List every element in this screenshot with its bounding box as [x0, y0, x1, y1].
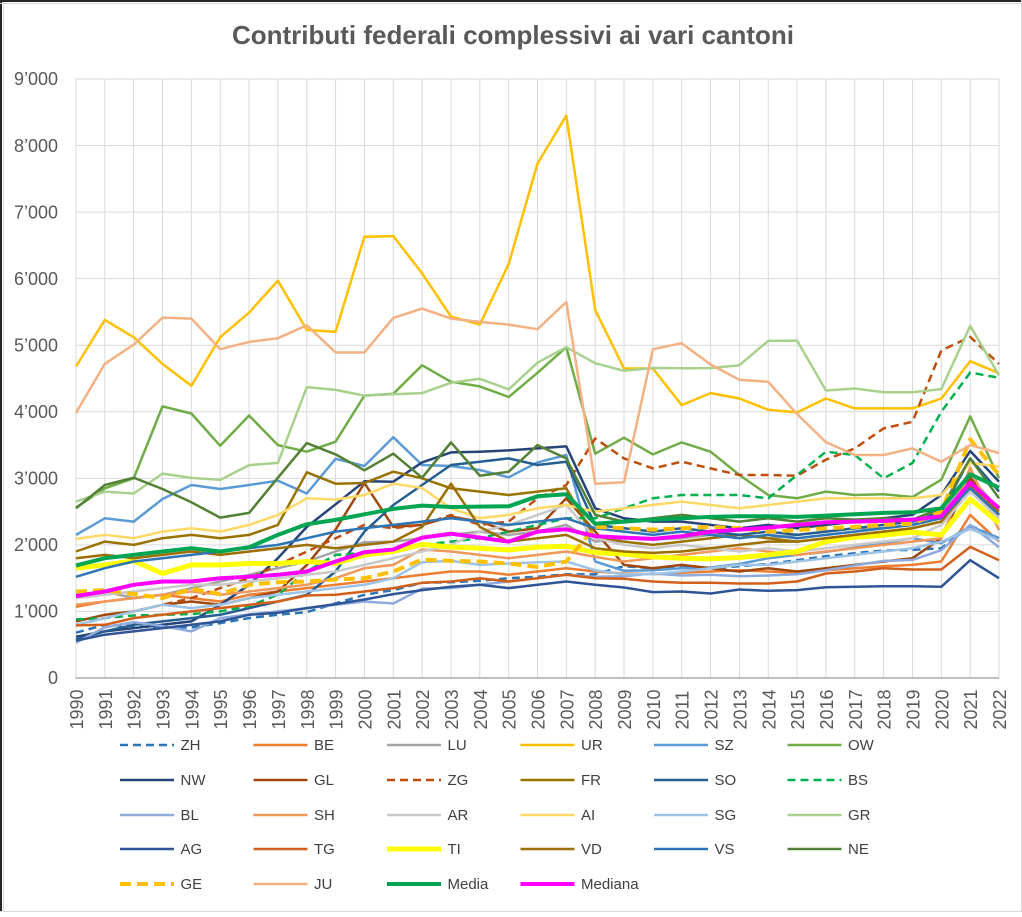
svg-text:BS: BS	[848, 772, 868, 789]
svg-text:2016: 2016	[817, 689, 837, 729]
svg-text:GL: GL	[314, 772, 334, 789]
svg-text:2021: 2021	[961, 689, 981, 729]
svg-text:2014: 2014	[759, 689, 779, 729]
svg-text:UR: UR	[581, 737, 603, 754]
svg-text:1990: 1990	[67, 689, 87, 729]
svg-text:GE: GE	[181, 876, 203, 893]
svg-text:AR: AR	[448, 807, 469, 824]
svg-text:2’000: 2’000	[14, 535, 58, 555]
svg-text:2013: 2013	[730, 689, 750, 729]
svg-text:6’000: 6’000	[14, 269, 58, 289]
svg-text:ZG: ZG	[448, 772, 469, 789]
svg-text:2007: 2007	[557, 689, 577, 729]
svg-text:Contributi federali complessiv: Contributi federali complessivi ai vari …	[232, 20, 794, 50]
svg-text:2020: 2020	[932, 689, 952, 729]
svg-text:2009: 2009	[615, 689, 635, 729]
svg-text:2002: 2002	[413, 689, 433, 729]
svg-text:1998: 1998	[298, 689, 318, 729]
svg-text:1999: 1999	[327, 689, 347, 729]
svg-text:NE: NE	[848, 841, 869, 858]
svg-text:4’000: 4’000	[14, 402, 58, 422]
svg-text:2017: 2017	[846, 689, 866, 729]
svg-text:0: 0	[48, 668, 58, 688]
svg-text:3’000: 3’000	[14, 469, 58, 489]
svg-text:LU: LU	[448, 737, 467, 754]
svg-text:Mediana: Mediana	[581, 876, 639, 893]
svg-text:ZH: ZH	[181, 737, 201, 754]
svg-text:1997: 1997	[269, 689, 289, 729]
svg-text:2001: 2001	[384, 689, 404, 729]
svg-text:2011: 2011	[673, 691, 693, 730]
svg-text:1993: 1993	[154, 689, 174, 729]
svg-text:2022: 2022	[990, 689, 1010, 729]
svg-text:5’000: 5’000	[14, 335, 58, 355]
svg-text:2005: 2005	[500, 689, 520, 729]
svg-text:TG: TG	[314, 841, 335, 858]
svg-text:1994: 1994	[182, 689, 202, 729]
svg-text:1995: 1995	[211, 689, 231, 729]
svg-text:FR: FR	[581, 772, 601, 789]
svg-text:2015: 2015	[788, 689, 808, 729]
svg-text:AG: AG	[181, 841, 203, 858]
svg-text:9’000: 9’000	[14, 69, 58, 89]
svg-text:2010: 2010	[644, 689, 664, 729]
svg-text:NW: NW	[181, 772, 207, 789]
svg-text:1991: 1991	[96, 689, 116, 729]
svg-text:TI: TI	[448, 841, 461, 858]
svg-text:2018: 2018	[875, 689, 895, 729]
svg-text:BE: BE	[314, 737, 334, 754]
svg-text:2000: 2000	[355, 689, 375, 729]
svg-text:SH: SH	[314, 807, 335, 824]
svg-text:SG: SG	[715, 807, 737, 824]
svg-text:1996: 1996	[240, 689, 260, 729]
svg-text:2006: 2006	[529, 689, 549, 729]
svg-text:2004: 2004	[471, 689, 491, 729]
svg-text:2012: 2012	[702, 689, 722, 729]
svg-text:VS: VS	[715, 841, 735, 858]
svg-text:7’000: 7’000	[14, 202, 58, 222]
svg-text:AI: AI	[581, 807, 595, 824]
svg-text:2019: 2019	[903, 689, 923, 729]
svg-text:2008: 2008	[586, 689, 606, 729]
svg-text:VD: VD	[581, 841, 602, 858]
svg-text:BL: BL	[181, 807, 199, 824]
svg-text:SZ: SZ	[715, 737, 734, 754]
svg-text:GR: GR	[848, 807, 871, 824]
svg-text:SO: SO	[715, 772, 737, 789]
svg-text:OW: OW	[848, 737, 875, 754]
svg-text:1992: 1992	[125, 689, 145, 729]
svg-text:Media: Media	[448, 876, 490, 893]
svg-text:1’000: 1’000	[14, 602, 58, 622]
svg-text:8’000: 8’000	[14, 136, 58, 156]
svg-text:2003: 2003	[442, 689, 462, 729]
svg-text:JU: JU	[314, 876, 332, 893]
